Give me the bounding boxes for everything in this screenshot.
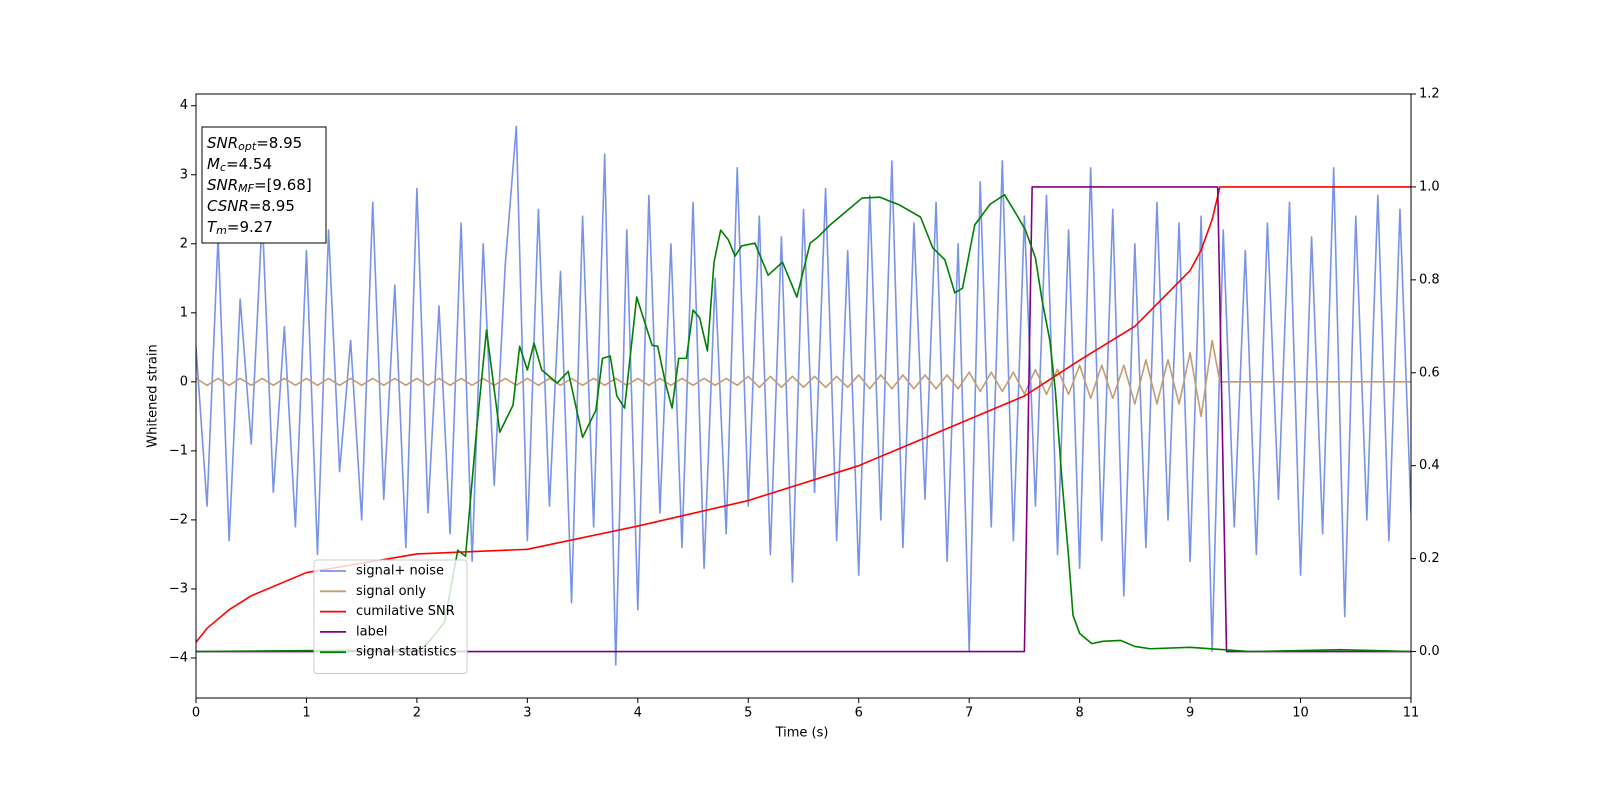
annotation-symbol: SNR xyxy=(207,176,238,194)
y2-tick-label: 1.2 xyxy=(1419,87,1440,102)
annotation-value: =[9.68] xyxy=(254,176,312,194)
annotation-value: =9.27 xyxy=(227,218,273,236)
y2-tick-label: 1.0 xyxy=(1419,179,1440,194)
legend-label: label xyxy=(356,624,387,639)
x-tick-label: 0 xyxy=(192,706,200,721)
x-tick-label: 5 xyxy=(744,706,752,721)
y-tick-label: −4 xyxy=(169,650,188,665)
annotation-symbol: SNR xyxy=(207,134,238,152)
legend-label: signal+ noise xyxy=(356,564,444,579)
x-tick-label: 4 xyxy=(634,706,642,721)
y2-tick-label: 0.4 xyxy=(1419,458,1440,473)
annotation: CSNR=8.95 xyxy=(207,197,295,215)
y-tick-label: 3 xyxy=(180,167,188,182)
x-tick-label: 8 xyxy=(1075,706,1083,721)
annotation-subscript: c xyxy=(220,161,226,174)
annotation-value: =8.95 xyxy=(256,134,302,152)
annotation: SNRopt=8.95 xyxy=(207,134,302,154)
plot-area xyxy=(196,125,1411,666)
annotation-symbol: M xyxy=(207,155,220,173)
annotation-subscript: MF xyxy=(238,182,254,195)
annotation: SNRMF=[9.68] xyxy=(207,176,312,196)
x-tick-label: 7 xyxy=(965,706,973,721)
x-tick-label: 2 xyxy=(413,706,421,721)
series-line xyxy=(196,339,1411,418)
series-line xyxy=(196,194,1411,653)
legend-label: signal only xyxy=(356,584,426,599)
x-tick-label: 1 xyxy=(302,706,310,721)
legend-label: signal statistics xyxy=(356,645,457,660)
y2-tick-label: 0.0 xyxy=(1419,644,1440,659)
x-tick-label: 10 xyxy=(1292,706,1309,721)
annotation-subscript: opt xyxy=(238,140,257,153)
annotation-symbol: CSNR xyxy=(207,197,249,215)
annotation: Mc=4.54 xyxy=(207,155,272,175)
annotation-symbol: T xyxy=(207,218,218,236)
y-tick-label: −3 xyxy=(169,581,188,596)
y2-tick-label: 0.6 xyxy=(1419,365,1440,380)
series-line xyxy=(196,125,1411,666)
axes-frame xyxy=(195,93,1412,699)
y-tick-label: 0 xyxy=(180,374,188,389)
legend-label: cumilative SNR xyxy=(356,604,455,619)
x-tick-label: 11 xyxy=(1403,706,1420,721)
annotation-value: =8.95 xyxy=(249,197,295,215)
x-axis-label: Time (s) xyxy=(775,726,829,741)
y-tick-label: −2 xyxy=(169,512,188,527)
x-tick-label: 3 xyxy=(523,706,531,721)
annotation-subscript: m xyxy=(216,224,227,237)
x-tick-label: 6 xyxy=(855,706,863,721)
y-tick-label: 1 xyxy=(180,305,188,320)
y-tick-label: 2 xyxy=(180,236,188,251)
y-axis-label: Whitened strain xyxy=(146,344,161,447)
y2-tick-label: 0.2 xyxy=(1419,551,1440,566)
series-line xyxy=(196,186,1411,643)
x-tick-label: 9 xyxy=(1186,706,1194,721)
annotation: Tm=9.27 xyxy=(207,218,273,238)
annotation-box xyxy=(201,126,327,244)
y2-tick-label: 0.8 xyxy=(1419,272,1440,287)
annotation-value: =4.54 xyxy=(226,155,272,173)
y-tick-label: −1 xyxy=(169,443,188,458)
y-tick-label: 4 xyxy=(180,98,188,113)
legend-box xyxy=(313,559,468,674)
